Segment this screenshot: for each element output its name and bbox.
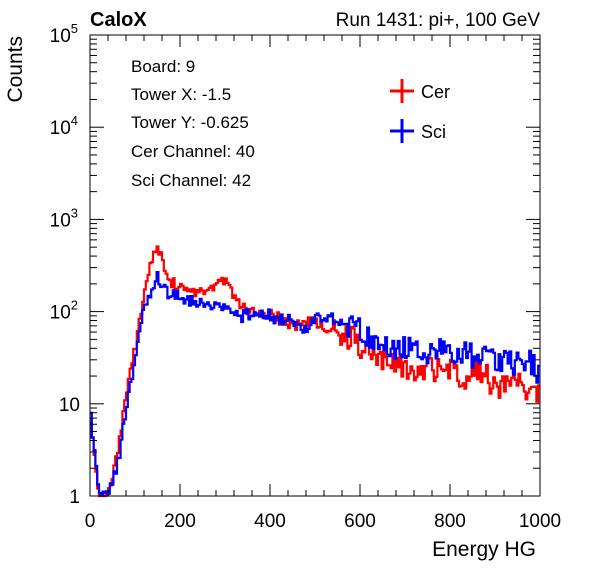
x-axis-ticks: 0 200 400 600 800 1000 <box>85 35 561 532</box>
series-line-cer <box>90 245 540 498</box>
series-line-sci <box>90 271 540 496</box>
x-tick-label: 800 <box>434 511 466 532</box>
header-left-label: CaloX <box>90 9 147 31</box>
info-line-cer-channel: Cer Channel: 40 <box>131 142 255 161</box>
info-box: Board: 9 Tower X: -1.5 Tower Y: -0.625 C… <box>131 57 255 190</box>
y-tick-label: 103 <box>50 205 78 231</box>
y-tick-label: 104 <box>50 113 78 139</box>
info-line-tower-x: Tower X: -1.5 <box>131 85 231 104</box>
info-line-sci-channel: Sci Channel: 42 <box>131 171 251 190</box>
legend: Cer Sci <box>390 79 450 143</box>
legend-item-cer: Cer <box>390 79 450 103</box>
info-line-board: Board: 9 <box>131 57 195 76</box>
x-tick-label: 1000 <box>519 511 561 532</box>
y-axis-label: Counts <box>4 36 27 103</box>
legend-item-sci: Sci <box>390 119 446 143</box>
x-axis-label: Energy HG <box>432 538 536 561</box>
plot-frame <box>89 34 541 497</box>
x-tick-label: 0 <box>85 511 96 532</box>
legend-label-cer: Cer <box>421 82 450 102</box>
y-tick-label: 1 <box>69 487 80 508</box>
legend-label-sci: Sci <box>421 122 446 142</box>
series-layer <box>90 245 540 498</box>
y-axis-ticks: 1 10 102 103 104 105 <box>50 21 540 508</box>
y-tick-label: 102 <box>50 298 78 324</box>
header-right-label: Run 1431: pi+, 100 GeV <box>336 10 541 31</box>
x-tick-label: 400 <box>254 511 286 532</box>
x-tick-label: 600 <box>344 511 376 532</box>
y-tick-label: 105 <box>50 21 78 47</box>
x-tick-label: 200 <box>164 511 196 532</box>
y-tick-label: 10 <box>59 395 80 416</box>
info-line-tower-y: Tower Y: -0.625 <box>131 113 249 132</box>
